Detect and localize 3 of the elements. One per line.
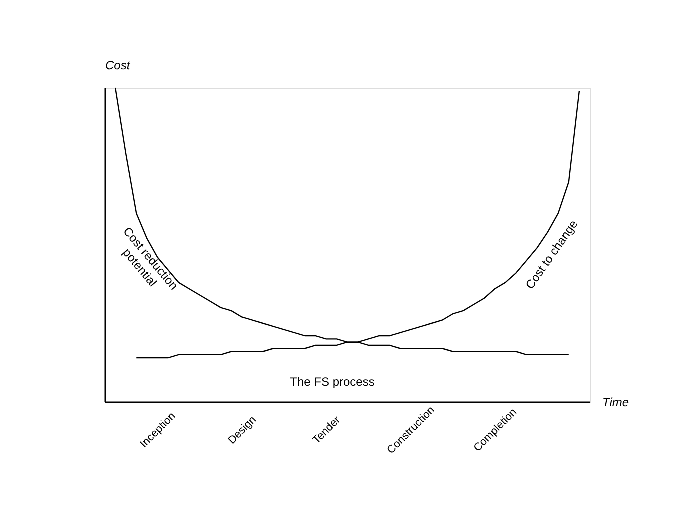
annotation: The FS process [290,375,375,389]
x-axis-title: Time [602,396,630,410]
y-axis-title: Cost [106,58,131,72]
